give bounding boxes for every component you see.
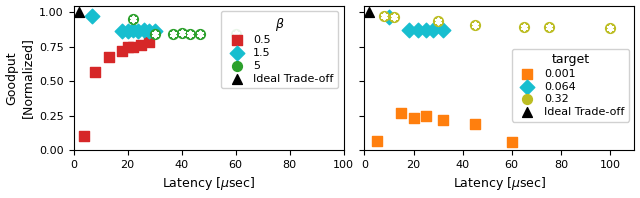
1.5 xyxy=(117,30,127,33)
Point xyxy=(150,32,160,35)
0.001 xyxy=(372,139,382,142)
0.32 xyxy=(605,27,615,30)
Point xyxy=(543,25,554,29)
0.32 xyxy=(389,16,399,19)
0.32 xyxy=(543,25,554,29)
0.001 xyxy=(470,122,480,126)
Point xyxy=(230,32,241,35)
1.5 xyxy=(128,29,138,32)
Point xyxy=(605,27,615,30)
0.5 xyxy=(90,70,100,73)
1.5 xyxy=(122,30,132,33)
0.5 xyxy=(117,50,127,53)
1.5 xyxy=(88,14,98,17)
1.5 xyxy=(133,30,143,33)
0.064 xyxy=(420,28,431,31)
0.5 xyxy=(79,135,90,138)
5 xyxy=(168,32,179,35)
0.001 xyxy=(438,118,448,121)
Point xyxy=(177,31,187,35)
0.32 xyxy=(470,23,480,26)
Ideal Trade-off xyxy=(364,11,374,14)
Legend: 0.001, 0.064, 0.32, Ideal Trade-off: 0.001, 0.064, 0.32, Ideal Trade-off xyxy=(512,49,629,122)
0.32 xyxy=(433,20,444,23)
5 xyxy=(230,32,241,35)
Y-axis label: Goodput
[Normalized]: Goodput [Normalized] xyxy=(6,37,33,118)
0.064 xyxy=(384,16,394,19)
5 xyxy=(195,32,205,35)
1.5 xyxy=(150,30,160,33)
1.5 xyxy=(144,30,154,33)
0.001 xyxy=(507,140,517,144)
0.5 xyxy=(104,55,114,58)
0.064 xyxy=(438,28,448,31)
Point xyxy=(168,32,179,35)
Point xyxy=(195,32,205,35)
5 xyxy=(128,17,138,20)
0.001 xyxy=(396,111,406,115)
0.001 xyxy=(408,117,419,120)
0.064 xyxy=(413,28,424,31)
0.064 xyxy=(404,28,414,31)
Point xyxy=(128,17,138,20)
Legend: 0.5, 1.5, 5, Ideal Trade-off: 0.5, 1.5, 5, Ideal Trade-off xyxy=(221,11,338,88)
5 xyxy=(177,31,187,35)
5 xyxy=(184,32,195,35)
Ideal Trade-off xyxy=(74,11,84,14)
0.5 xyxy=(128,45,138,49)
Point xyxy=(470,23,480,26)
0.064 xyxy=(428,28,438,31)
0.32 xyxy=(519,25,529,29)
Point xyxy=(519,25,529,29)
Point xyxy=(379,14,389,17)
X-axis label: Latency [$\mu$sec]: Latency [$\mu$sec] xyxy=(453,175,546,192)
Point xyxy=(389,16,399,19)
5 xyxy=(150,32,160,35)
0.001 xyxy=(420,114,431,117)
X-axis label: Latency [$\mu$sec]: Latency [$\mu$sec] xyxy=(162,175,255,192)
0.32 xyxy=(379,14,389,17)
0.5 xyxy=(122,45,132,49)
Point xyxy=(433,20,444,23)
Point xyxy=(184,32,195,35)
0.5 xyxy=(144,40,154,44)
0.5 xyxy=(136,43,146,46)
1.5 xyxy=(139,29,149,32)
